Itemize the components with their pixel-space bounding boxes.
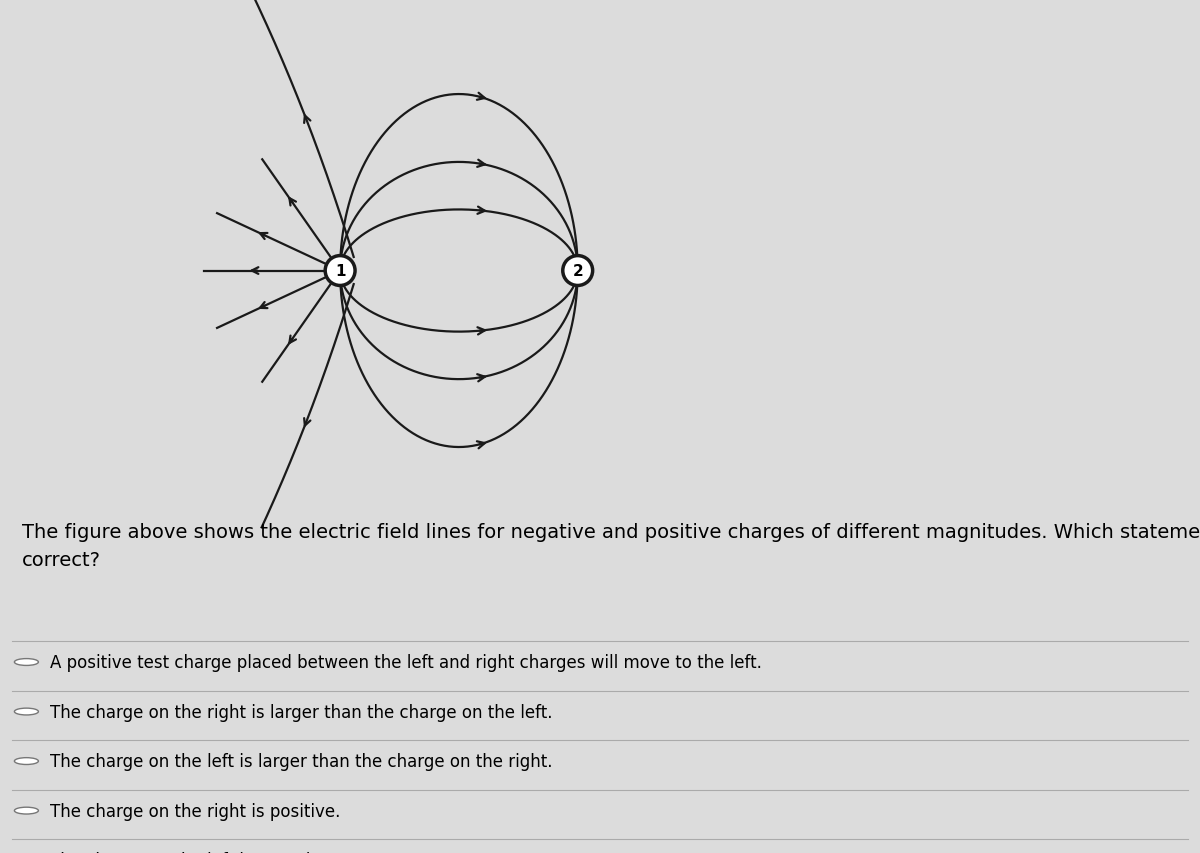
Text: The charge on the left is larger than the charge on the right.: The charge on the left is larger than th… — [50, 752, 553, 770]
Circle shape — [14, 659, 38, 665]
Circle shape — [563, 256, 593, 286]
Text: The charge on the right is larger than the charge on the left.: The charge on the right is larger than t… — [50, 703, 553, 721]
Text: 1: 1 — [335, 264, 346, 279]
Text: The charge on the left is negative.: The charge on the left is negative. — [50, 851, 336, 853]
Circle shape — [14, 807, 38, 814]
Text: The charge on the right is positive.: The charge on the right is positive. — [50, 802, 341, 820]
Text: The figure above shows the electric field lines for negative and positive charge: The figure above shows the electric fiel… — [22, 522, 1200, 569]
Circle shape — [14, 708, 38, 715]
Text: 2: 2 — [572, 264, 583, 279]
Circle shape — [14, 757, 38, 764]
Text: A positive test charge placed between the left and right charges will move to th: A positive test charge placed between th… — [50, 653, 762, 671]
Circle shape — [325, 256, 355, 286]
